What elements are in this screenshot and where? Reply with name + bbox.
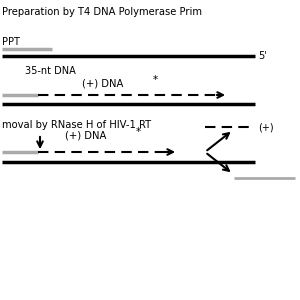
- Text: (+) DNA: (+) DNA: [82, 78, 123, 88]
- Text: *: *: [153, 75, 158, 85]
- Text: moval by RNase H of HIV-1 RT: moval by RNase H of HIV-1 RT: [2, 120, 151, 130]
- Text: (+): (+): [258, 122, 274, 132]
- Text: PPT: PPT: [2, 37, 20, 47]
- Text: (+) DNA: (+) DNA: [65, 130, 106, 140]
- Text: *: *: [136, 127, 141, 137]
- Text: 35-nt DNA: 35-nt DNA: [25, 66, 76, 76]
- Text: 5': 5': [258, 51, 267, 61]
- Text: Preparation by T4 DNA Polymerase Prim: Preparation by T4 DNA Polymerase Prim: [2, 7, 202, 17]
